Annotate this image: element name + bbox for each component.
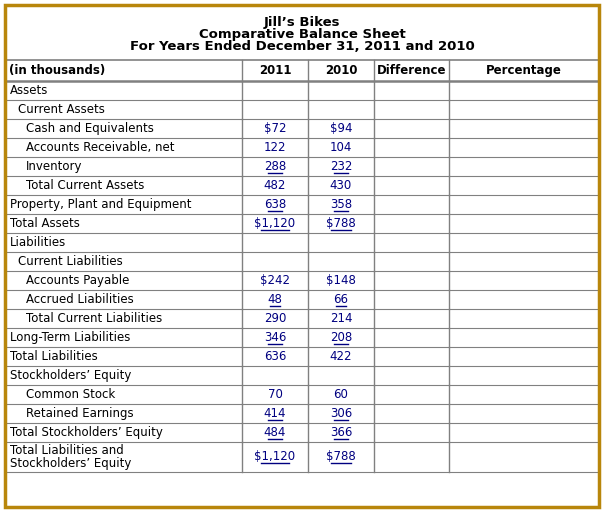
- Text: 2010: 2010: [325, 64, 357, 77]
- Text: 290: 290: [264, 312, 286, 325]
- Text: 232: 232: [330, 160, 352, 173]
- Text: 638: 638: [264, 198, 286, 211]
- Text: 70: 70: [268, 388, 283, 401]
- Text: 366: 366: [330, 426, 352, 439]
- Text: Total Liabilities and: Total Liabilities and: [10, 444, 124, 457]
- Text: Stockholders’ Equity: Stockholders’ Equity: [10, 457, 132, 470]
- Text: Comparative Balance Sheet: Comparative Balance Sheet: [199, 28, 405, 41]
- Text: Accounts Payable: Accounts Payable: [26, 274, 129, 287]
- Text: 48: 48: [268, 293, 283, 306]
- Text: 104: 104: [330, 141, 352, 154]
- Text: 60: 60: [333, 388, 349, 401]
- Text: Percentage: Percentage: [486, 64, 562, 77]
- Text: $1,120: $1,120: [254, 451, 295, 463]
- Text: 288: 288: [264, 160, 286, 173]
- Text: Liabilities: Liabilities: [10, 236, 66, 249]
- Text: Cash and Equivalents: Cash and Equivalents: [26, 122, 154, 135]
- Text: For Years Ended December 31, 2011 and 2010: For Years Ended December 31, 2011 and 20…: [130, 40, 474, 53]
- Text: 484: 484: [264, 426, 286, 439]
- Text: Inventory: Inventory: [26, 160, 83, 173]
- Text: Total Stockholders’ Equity: Total Stockholders’ Equity: [10, 426, 163, 439]
- Text: Accrued Liabilities: Accrued Liabilities: [26, 293, 133, 306]
- Text: 430: 430: [330, 179, 352, 192]
- Text: 358: 358: [330, 198, 352, 211]
- Text: 208: 208: [330, 331, 352, 344]
- Text: $788: $788: [326, 451, 356, 463]
- Text: 422: 422: [330, 350, 352, 363]
- Text: $788: $788: [326, 217, 356, 230]
- Text: 636: 636: [264, 350, 286, 363]
- Text: 346: 346: [264, 331, 286, 344]
- Text: Total Liabilities: Total Liabilities: [10, 350, 98, 363]
- Text: Retained Earnings: Retained Earnings: [26, 407, 133, 420]
- Text: Current Liabilities: Current Liabilities: [18, 255, 123, 268]
- Text: 66: 66: [333, 293, 349, 306]
- Text: $72: $72: [264, 122, 286, 135]
- Text: (in thousands): (in thousands): [9, 64, 105, 77]
- Text: $148: $148: [326, 274, 356, 287]
- Text: Total Current Assets: Total Current Assets: [26, 179, 144, 192]
- Text: Jill’s Bikes: Jill’s Bikes: [264, 16, 340, 29]
- Text: 2011: 2011: [259, 64, 291, 77]
- Text: 482: 482: [264, 179, 286, 192]
- Text: Common Stock: Common Stock: [26, 388, 115, 401]
- Text: $242: $242: [260, 274, 290, 287]
- Text: Total Current Liabilities: Total Current Liabilities: [26, 312, 162, 325]
- Text: Stockholders’ Equity: Stockholders’ Equity: [10, 369, 132, 382]
- Text: Assets: Assets: [10, 84, 48, 97]
- Text: Accounts Receivable, net: Accounts Receivable, net: [26, 141, 175, 154]
- Text: Long-Term Liabilities: Long-Term Liabilities: [10, 331, 130, 344]
- Text: Total Assets: Total Assets: [10, 217, 80, 230]
- Text: 214: 214: [330, 312, 352, 325]
- Text: Difference: Difference: [377, 64, 446, 77]
- Text: $1,120: $1,120: [254, 217, 295, 230]
- Text: Property, Plant and Equipment: Property, Plant and Equipment: [10, 198, 191, 211]
- Text: 122: 122: [264, 141, 286, 154]
- Text: $94: $94: [330, 122, 352, 135]
- Text: 414: 414: [264, 407, 286, 420]
- Text: Current Assets: Current Assets: [18, 103, 105, 116]
- Text: 306: 306: [330, 407, 352, 420]
